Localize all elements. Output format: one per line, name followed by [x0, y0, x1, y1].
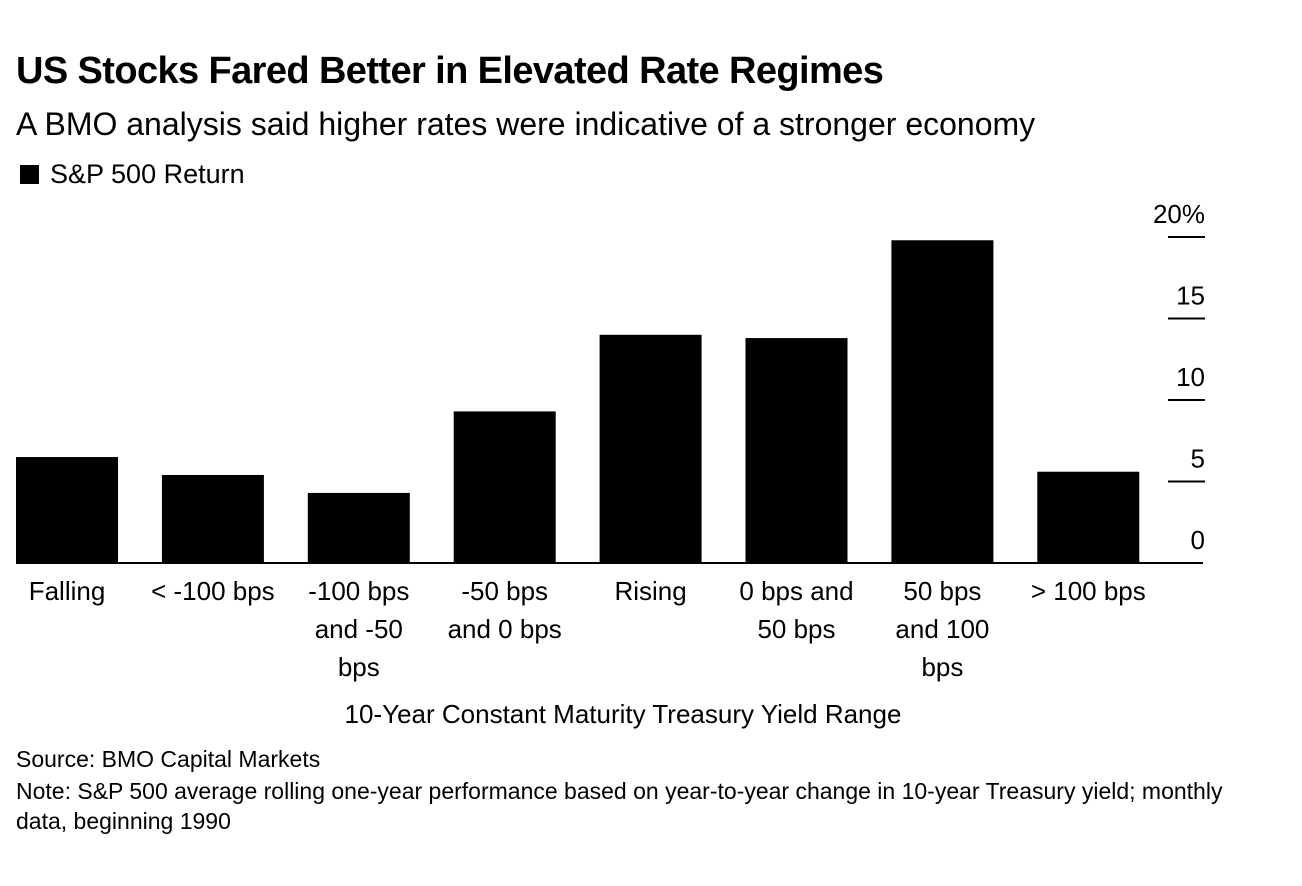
bar [745, 338, 848, 563]
x-tick-label: and 100 [895, 614, 989, 644]
bar [307, 492, 410, 563]
x-tick-label: Falling [29, 576, 106, 606]
source-note: Source: BMO Capital Markets [16, 746, 321, 772]
x-tick-label: -100 bps [308, 576, 409, 606]
footnote: Note: S&P 500 average rolling one-year p… [16, 778, 1223, 834]
bar [891, 240, 994, 563]
y-tick-label: 20% [1153, 199, 1205, 229]
legend: S&P 500 Return [20, 159, 245, 190]
bar [453, 411, 556, 563]
x-tick-label: bps [338, 652, 380, 682]
x-tick-label: bps [921, 652, 963, 682]
y-tick-label: 5 [1191, 444, 1205, 474]
bars [16, 240, 1140, 563]
x-axis-title: 10-Year Constant Maturity Treasury Yield… [345, 699, 902, 729]
x-tick-label: 50 bps [757, 614, 835, 644]
x-tick-label: 50 bps [903, 576, 981, 606]
x-tick-label: and 0 bps [448, 614, 562, 644]
y-axis: 0 5 10 15 20% [1153, 199, 1205, 555]
legend-label: S&P 500 Return [50, 159, 245, 189]
bar-chart: 0 5 10 15 20% Falling < -100 bps -100 bps and -… [16, 199, 1205, 729]
legend-swatch [20, 165, 39, 184]
x-tick-label: Rising [614, 576, 686, 606]
chart-subtitle: A BMO analysis said higher rates were in… [16, 106, 1036, 142]
x-tick-label: < -100 bps [151, 576, 275, 606]
x-tick-label: > 100 bps [1031, 576, 1146, 606]
x-tick-label: 0 bps and [739, 576, 853, 606]
chart-title: US Stocks Fared Better in Elevated Rate … [16, 50, 884, 92]
bar [1037, 471, 1140, 563]
x-tick-label: -50 bps [461, 576, 548, 606]
x-tick-label: and -50 [315, 614, 403, 644]
bar [599, 334, 702, 563]
bar [16, 457, 118, 563]
bar [161, 474, 264, 563]
x-axis-labels: Falling < -100 bps -100 bps and -50 bps -50 b… [29, 576, 1146, 682]
y-tick-label: 0 [1191, 525, 1205, 555]
y-tick-label: 15 [1176, 281, 1205, 311]
y-tick-label: 10 [1176, 362, 1205, 392]
